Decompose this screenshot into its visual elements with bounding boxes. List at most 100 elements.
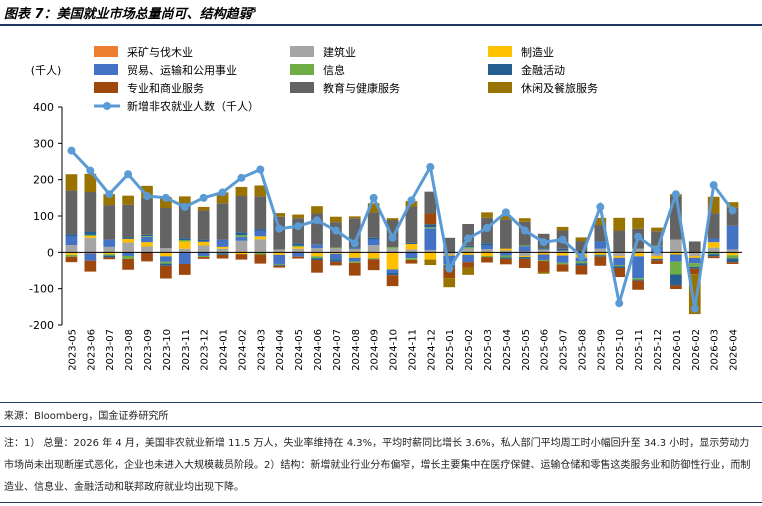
bar-segment	[462, 248, 474, 253]
line-point	[331, 226, 340, 235]
bar-segment	[726, 262, 739, 264]
bar-segment	[500, 219, 512, 249]
line-point	[728, 206, 737, 215]
legend-swatch	[94, 46, 118, 57]
bar-segment	[481, 255, 493, 258]
bar-segment	[311, 258, 323, 260]
legend-label: 制造业	[521, 45, 554, 59]
bar-segment	[84, 173, 97, 193]
bar-segment	[292, 256, 304, 259]
bar-segment	[254, 254, 267, 264]
bar-segment	[141, 234, 153, 236]
bar-segment	[726, 258, 739, 263]
bar-segment	[443, 278, 456, 288]
bar-segment	[348, 252, 361, 258]
bar-segment	[518, 252, 531, 256]
y-tick-label: 100	[33, 210, 54, 223]
bar-segment	[311, 252, 323, 257]
bar-segment	[556, 248, 569, 251]
bar-segment	[141, 198, 153, 235]
bar-segment	[386, 219, 399, 248]
bar-segment	[405, 243, 418, 250]
bar-segment	[518, 257, 531, 259]
bar-segment	[556, 255, 569, 263]
bar-segment	[197, 257, 210, 259]
line-point	[237, 173, 246, 182]
bar-segment	[707, 242, 720, 248]
legend-swatch	[488, 82, 512, 93]
bar-segment	[556, 262, 569, 265]
y-tick-label: -100	[29, 283, 54, 296]
bar-segment	[65, 174, 78, 191]
line-point	[313, 216, 321, 225]
bar-segment	[160, 261, 172, 264]
bar-segment	[311, 256, 323, 259]
x-tick-label: 2024-12	[426, 329, 437, 371]
bar-segment	[330, 248, 342, 252]
bar-segment	[311, 213, 323, 245]
x-tick-label: 2025-07	[559, 329, 570, 371]
bar-segment	[311, 259, 323, 273]
bar-segment	[330, 252, 342, 254]
bar-segment	[122, 204, 134, 238]
bar-segment	[594, 252, 607, 255]
line-point	[218, 188, 227, 197]
bar-segment	[688, 266, 701, 269]
bar-segment	[424, 250, 437, 252]
bar-segment	[424, 224, 437, 228]
bar-segment	[726, 225, 739, 250]
x-tick-label: 2025-09	[596, 329, 607, 371]
x-tick-label: 2025-05	[521, 329, 532, 371]
bar-segment	[707, 238, 720, 243]
bar-segment	[632, 280, 644, 290]
bar-segment	[405, 252, 418, 259]
bar-segment	[235, 196, 248, 233]
legend-label: 采矿与伐木业	[127, 46, 193, 59]
note-text: 注：1） 总量：2026 年 4 月，美国非农就业新增 11.5 万人，失业率维…	[4, 438, 751, 493]
bar-segment	[670, 254, 682, 262]
bar-segment	[197, 245, 210, 252]
bar-segment	[103, 205, 116, 240]
bar-segment	[178, 263, 191, 275]
bar-segment	[424, 252, 437, 260]
line-point	[256, 165, 265, 174]
line-point	[407, 196, 416, 205]
bar-segment	[330, 253, 342, 260]
bar-segment	[178, 248, 191, 253]
x-tick-label: 2025-11	[634, 329, 645, 371]
bar-segment	[613, 257, 626, 266]
bar-segment	[103, 246, 116, 253]
bar-segment	[386, 269, 399, 274]
bar-segment	[292, 245, 304, 247]
bar-segment	[707, 254, 720, 257]
x-tick-label: 2024-04	[275, 329, 286, 371]
bar-segment	[141, 252, 153, 262]
x-tick-label: 2025-12	[653, 329, 664, 371]
x-tick-label: 2024-08	[351, 329, 362, 371]
bar-segment	[386, 218, 399, 220]
x-tick-label: 2024-09	[370, 329, 381, 371]
bar-segment	[197, 255, 210, 258]
line-point	[653, 246, 661, 255]
bar-segment	[707, 252, 720, 255]
bar-segment	[348, 218, 361, 248]
y-tick-label: 0	[47, 246, 54, 259]
legend-label: 休闲及餐旅服务	[521, 81, 598, 95]
legend-swatch	[290, 46, 314, 57]
bar-segment	[273, 254, 286, 264]
bar-segment	[594, 255, 607, 257]
line-point	[539, 238, 548, 247]
bar-segment	[726, 255, 739, 259]
bar-segment	[518, 255, 531, 258]
x-tick-label: 2025-08	[577, 329, 588, 371]
bar-segment	[688, 257, 701, 264]
bar-segment	[65, 253, 78, 255]
bar-segment	[481, 245, 493, 250]
x-tick-label: 2023-10	[162, 329, 173, 371]
bar-segment	[651, 255, 663, 259]
bar-segment	[84, 231, 97, 235]
bar-segment	[651, 258, 663, 261]
legend-label: 金融活动	[521, 63, 565, 77]
bar-segment	[367, 258, 380, 260]
bar-segment	[160, 197, 172, 209]
